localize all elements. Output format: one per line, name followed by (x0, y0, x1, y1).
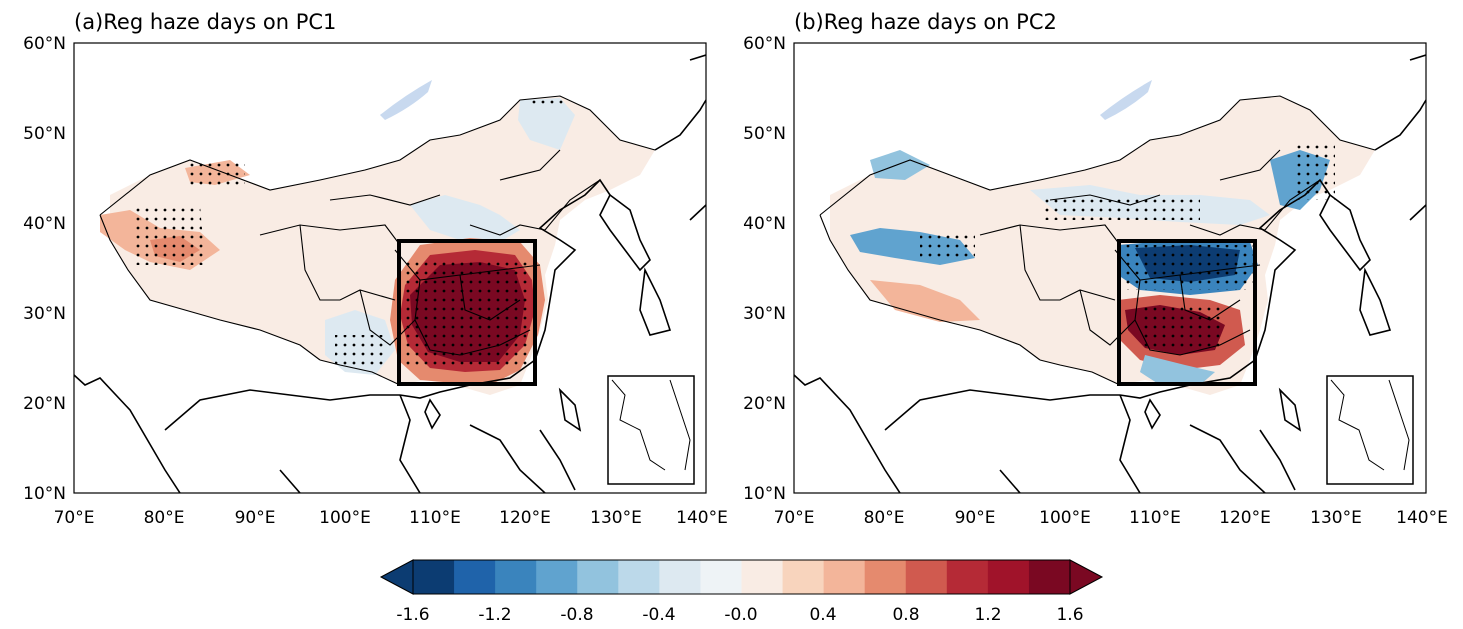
panel-b-field-neg-nw (870, 150, 930, 180)
panel-a-region-box (397, 239, 537, 386)
panel-a-lake (380, 80, 432, 120)
panel-a-lon-tick: 130°E (590, 508, 642, 528)
panel-b: (b)Reg haze days on PC2 (743, 10, 1448, 528)
colorbar-label: -0.8 (560, 605, 593, 625)
panel-a-field-neg-3 (518, 98, 575, 150)
panel-b-lon-tick: 110°E (1129, 508, 1181, 528)
colorbar-cell (987, 560, 1030, 594)
panel-b-lat-tick: 10°N (743, 484, 786, 504)
colorbar-cell (700, 560, 742, 594)
colorbar-label: 0.4 (809, 605, 836, 625)
colorbar-cells (413, 560, 1071, 594)
colorbar-cell (495, 560, 537, 594)
panel-a-lon-tick: 140°E (676, 508, 728, 528)
panel-b-lon-tick: 120°E (1219, 508, 1271, 528)
colorbar-label: 1.6 (1056, 605, 1083, 625)
panel-a-lon-tick: 80°E (144, 508, 185, 528)
colorbar-cell (577, 560, 619, 594)
colorbar-label: 1.2 (974, 605, 1001, 625)
panel-a-lat-tick: 60°N (23, 34, 66, 54)
panel-a-lon-tick: 110°E (409, 508, 461, 528)
panel-b-lon-tick: 130°E (1310, 508, 1362, 528)
panel-b-lat-ticks: 10°N 20°N 30°N 40°N 50°N 60°N (743, 34, 786, 504)
panel-b-lon-tick: 80°E (864, 508, 905, 528)
panel-a-lon-tick: 70°E (54, 508, 95, 528)
colorbar-cell (946, 560, 989, 594)
panel-b-coastlines (794, 54, 1426, 493)
panel-b-title: (b)Reg haze days on PC2 (794, 10, 1057, 34)
colorbar-label: -1.6 (396, 605, 429, 625)
colorbar-label: -1.2 (478, 605, 511, 625)
panel-b-lat-tick: 50°N (743, 124, 786, 144)
panel-b-lon-tick: 100°E (1039, 508, 1091, 528)
panel-b-lake (1100, 80, 1152, 120)
colorbar-cell (741, 560, 784, 594)
colorbar-cell (413, 560, 455, 594)
panel-b-region-box (1117, 239, 1257, 386)
panel-b-frame (793, 42, 1427, 494)
colorbar-cell (1028, 560, 1071, 594)
panel-b-map (794, 54, 1426, 493)
panel-a-lat-tick: 30°N (23, 304, 66, 324)
panel-a-stipple (135, 95, 565, 370)
colorbar-cell (782, 560, 825, 594)
panel-a-lat-tick: 40°N (23, 214, 66, 234)
panel-b-lat-tick: 20°N (743, 394, 786, 414)
colorbar-label: 0.8 (892, 605, 919, 625)
panel-a-inset-coast (611, 379, 691, 471)
panel-a-map (74, 54, 706, 493)
panel-a-lat-tick: 50°N (23, 124, 66, 144)
panel-b-inset (1326, 375, 1414, 485)
colorbar-cell (905, 560, 948, 594)
colorbar-labels: -1.6 -1.2 -0.8 -0.4 -0.0 0.4 0.8 1.2 1.6 (396, 605, 1083, 625)
panel-b-lat-tick: 40°N (743, 214, 786, 234)
colorbar-label: -0.0 (724, 605, 757, 625)
panel-b-field-box-neg-3 (1140, 355, 1215, 385)
colorbar-label: -0.4 (642, 605, 675, 625)
panel-a-lon-tick: 100°E (319, 508, 371, 528)
panel-a-lat-ticks: 10°N 20°N 30°N 40°N 50°N 60°N (23, 34, 66, 504)
panel-b-lon-tick: 140°E (1396, 508, 1448, 528)
panel-b-stipple (920, 140, 1335, 350)
panel-a-lon-tick: 120°E (499, 508, 551, 528)
colorbar-cell (864, 560, 907, 594)
panel-a-field-neg-1 (410, 195, 520, 242)
colorbar-cell (618, 560, 660, 594)
panel-b-lat-tick: 30°N (743, 304, 786, 324)
colorbar: -1.6 -1.2 -0.8 -0.4 -0.0 0.4 0.8 1.2 1.6 (379, 559, 1104, 625)
panel-a-title: (a)Reg haze days on PC1 (74, 10, 336, 34)
panel-b-borders (819, 95, 1376, 386)
panel-a-lat-tick: 20°N (23, 394, 66, 414)
panel-b-inset-coast (1330, 379, 1410, 471)
panel-b-field-pos-sw (870, 280, 980, 322)
panel-a-frame (73, 42, 707, 494)
colorbar-cell (659, 560, 701, 594)
panel-a-lat-tick: 10°N (23, 484, 66, 504)
panel-a-lon-ticks: 70°E 80°E 90°E 100°E 110°E 120°E 130°E 1… (54, 508, 728, 528)
colorbar-cell (823, 560, 866, 594)
panel-b-lon-tick: 90°E (955, 508, 996, 528)
panel-a: (a)Reg haze days on PC1 (23, 10, 728, 528)
panel-a-coastlines (74, 54, 706, 493)
colorbar-frame (412, 559, 1071, 595)
panel-a-inset (607, 375, 695, 485)
colorbar-extend-min (379, 559, 414, 595)
panel-a-lon-tick: 90°E (235, 508, 276, 528)
colorbar-extend-max (1069, 559, 1104, 595)
panel-b-lon-ticks: 70°E 80°E 90°E 100°E 110°E 120°E 130°E 1… (774, 508, 1448, 528)
panel-a-borders (99, 95, 656, 386)
panel-b-lon-tick: 70°E (774, 508, 815, 528)
colorbar-cell (536, 560, 578, 594)
panel-b-lat-tick: 60°N (743, 34, 786, 54)
colorbar-cell (454, 560, 496, 594)
